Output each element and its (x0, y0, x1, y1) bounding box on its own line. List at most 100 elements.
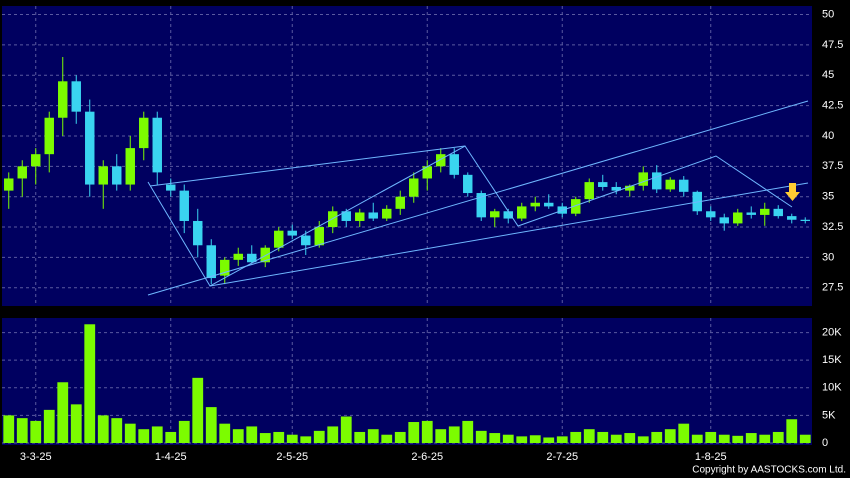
volume-bar (570, 431, 582, 443)
volume-bar (759, 434, 771, 443)
volume-bar (138, 429, 150, 443)
volume-bar (367, 429, 379, 443)
candle-body (125, 148, 135, 185)
candle-body (152, 117, 162, 173)
y-tick-label: 32.5 (822, 221, 843, 233)
candle-body (355, 212, 365, 221)
y2-tick-label: 5K (822, 409, 836, 421)
volume-bar (313, 430, 325, 443)
y-tick-label: 47.5 (822, 39, 843, 51)
y2-tick-label: 0 (822, 437, 828, 449)
candle-body (206, 245, 216, 279)
candle-body (436, 154, 446, 167)
candle-body (476, 193, 486, 218)
volume-bar (529, 435, 541, 443)
volume-bar (475, 430, 487, 443)
volume-bar (637, 436, 649, 443)
candle-body (220, 259, 230, 276)
trend-line (147, 100, 809, 296)
volume-bar (124, 423, 136, 443)
y-tick-label: 27.5 (822, 282, 843, 294)
candle-body (193, 220, 203, 246)
volume-bar (84, 324, 96, 443)
candle-body (584, 182, 594, 200)
candle-body (733, 212, 743, 224)
candle-body (409, 178, 419, 197)
volume-bar (732, 435, 744, 443)
candle-body (422, 166, 432, 179)
y-tick-label: 35 (822, 191, 834, 203)
volume-bar (705, 431, 717, 443)
candle-body (247, 253, 257, 263)
x-tick-label: 2-6-25 (411, 451, 443, 463)
volume-bar (583, 429, 595, 443)
volume-bar (165, 431, 177, 443)
candle-body (98, 166, 108, 185)
volume-bar (340, 416, 352, 443)
candle-body (44, 117, 54, 155)
volume-bar (462, 420, 474, 443)
candle-body (679, 179, 689, 192)
price-panel (2, 6, 812, 306)
volume-bar (354, 431, 366, 443)
candle-body (598, 182, 608, 187)
x-tick-label: 2-5-25 (276, 451, 308, 463)
volume-bar (786, 419, 798, 443)
volume-bar (678, 423, 690, 443)
volume-panel (2, 318, 812, 445)
candle-body (692, 191, 702, 212)
volume-bar (408, 422, 420, 443)
y2-tick-label: 10K (822, 382, 842, 394)
candle-body (787, 216, 797, 220)
y-tick-label: 45 (822, 69, 834, 81)
arrow-marker (785, 183, 800, 201)
y-tick-label: 30 (822, 251, 834, 263)
trend-line (209, 182, 809, 287)
volume-bar (57, 382, 69, 443)
candle-body (139, 117, 149, 149)
candle-body (638, 172, 648, 186)
candle-body (17, 166, 27, 179)
volume-bar (489, 433, 501, 443)
volume-bar (610, 434, 622, 443)
volume-bar (556, 436, 568, 443)
candle-body (530, 202, 540, 207)
y-tick-label: 40 (822, 130, 834, 142)
candle-body (463, 174, 473, 194)
candle-body (706, 211, 716, 218)
volume-bar (624, 433, 636, 443)
candle-body (395, 196, 405, 209)
volume-bar (16, 418, 28, 443)
volume-bar (300, 436, 312, 443)
candle-body (58, 81, 68, 118)
volume-bar (502, 434, 514, 443)
candle-body (773, 208, 783, 217)
volume-bar (394, 431, 406, 443)
volume-bar (3, 415, 15, 443)
volume-bar (286, 434, 298, 443)
volume-bar (448, 426, 460, 443)
candle-body (274, 230, 284, 248)
wave-line (147, 145, 793, 287)
volume-bar (421, 420, 433, 443)
candle-body (71, 81, 81, 112)
volume-bar (718, 434, 730, 443)
volume-bar (381, 434, 393, 443)
volume-bar (30, 420, 42, 443)
volume-bar (205, 407, 217, 443)
volume-bar (97, 415, 109, 443)
grid: 27.5 30 32.5 35 37.5 40 42.5 45 47.5 50 0 5K 10K 15K 2… (2, 6, 843, 449)
volume-bar (232, 429, 244, 443)
volume-bar (664, 429, 676, 443)
candle-body (611, 186, 621, 191)
volume-bar (246, 426, 258, 443)
candle-body (4, 178, 14, 191)
volume-bar (43, 409, 55, 443)
volume-bar (259, 433, 271, 443)
candle-body (233, 253, 243, 260)
candle-body (368, 212, 378, 219)
candle-body (665, 179, 675, 190)
volume-bar (597, 431, 609, 443)
